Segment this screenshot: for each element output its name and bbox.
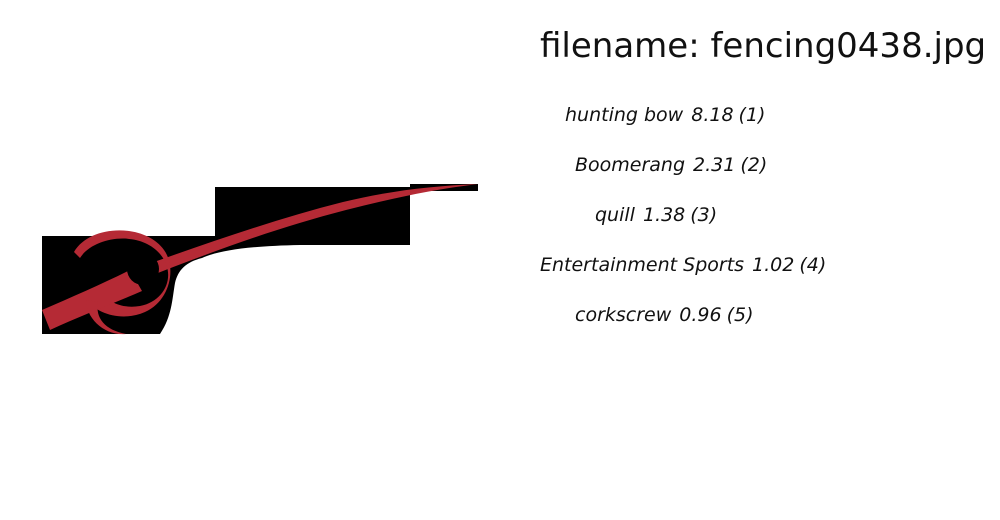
prediction-label: corkscrew [575,304,672,326]
prediction-label: Boomerang [575,154,686,176]
logo-ring-hole [127,253,159,285]
prediction-rank: (2) [740,154,768,176]
prediction-label: hunting bow [565,104,684,126]
prediction-score: 2.31 [693,154,736,176]
logo-black-background [42,184,478,334]
prediction-score: 0.96 [679,304,722,326]
prediction-3: quill 1.38 (3) [595,203,717,227]
filename-title: filename: fencing0438.jpg [540,26,987,66]
prediction-rank: (3) [690,204,718,226]
prediction-2: Boomerang 2.31 (2) [575,153,767,177]
prediction-rank: (5) [726,304,754,326]
prediction-score: 1.38 [642,204,686,226]
prediction-rank: (1) [738,104,766,126]
prediction-rank: (4) [799,254,827,276]
prediction-label: quill [595,204,635,226]
prediction-score: 1.02 [752,254,795,276]
image-panel [42,184,478,335]
logo-red-mark [42,184,478,335]
prediction-5: corkscrew 0.96 (5) [575,303,754,327]
fencing-logo-icon [42,184,478,335]
prediction-4: Entertainment Sports 1.02 (4) [540,253,826,277]
prediction-label: Entertainment Sports [540,254,745,276]
prediction-1: hunting bow 8.18 (1) [565,103,765,127]
prediction-score: 8.18 [691,104,734,126]
